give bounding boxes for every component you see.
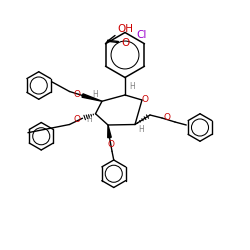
Text: H: H	[138, 126, 144, 134]
Polygon shape	[108, 125, 111, 138]
Text: O: O	[164, 113, 170, 122]
Text: OH: OH	[118, 24, 134, 34]
Polygon shape	[82, 94, 102, 101]
Text: O: O	[73, 90, 80, 99]
Text: O: O	[142, 95, 149, 104]
Text: H: H	[93, 90, 98, 99]
Text: H: H	[129, 82, 134, 91]
Text: H: H	[86, 115, 92, 124]
Text: Cl: Cl	[137, 30, 147, 40]
Text: O: O	[73, 115, 80, 124]
Text: O: O	[107, 140, 114, 149]
Text: O: O	[121, 38, 130, 48]
